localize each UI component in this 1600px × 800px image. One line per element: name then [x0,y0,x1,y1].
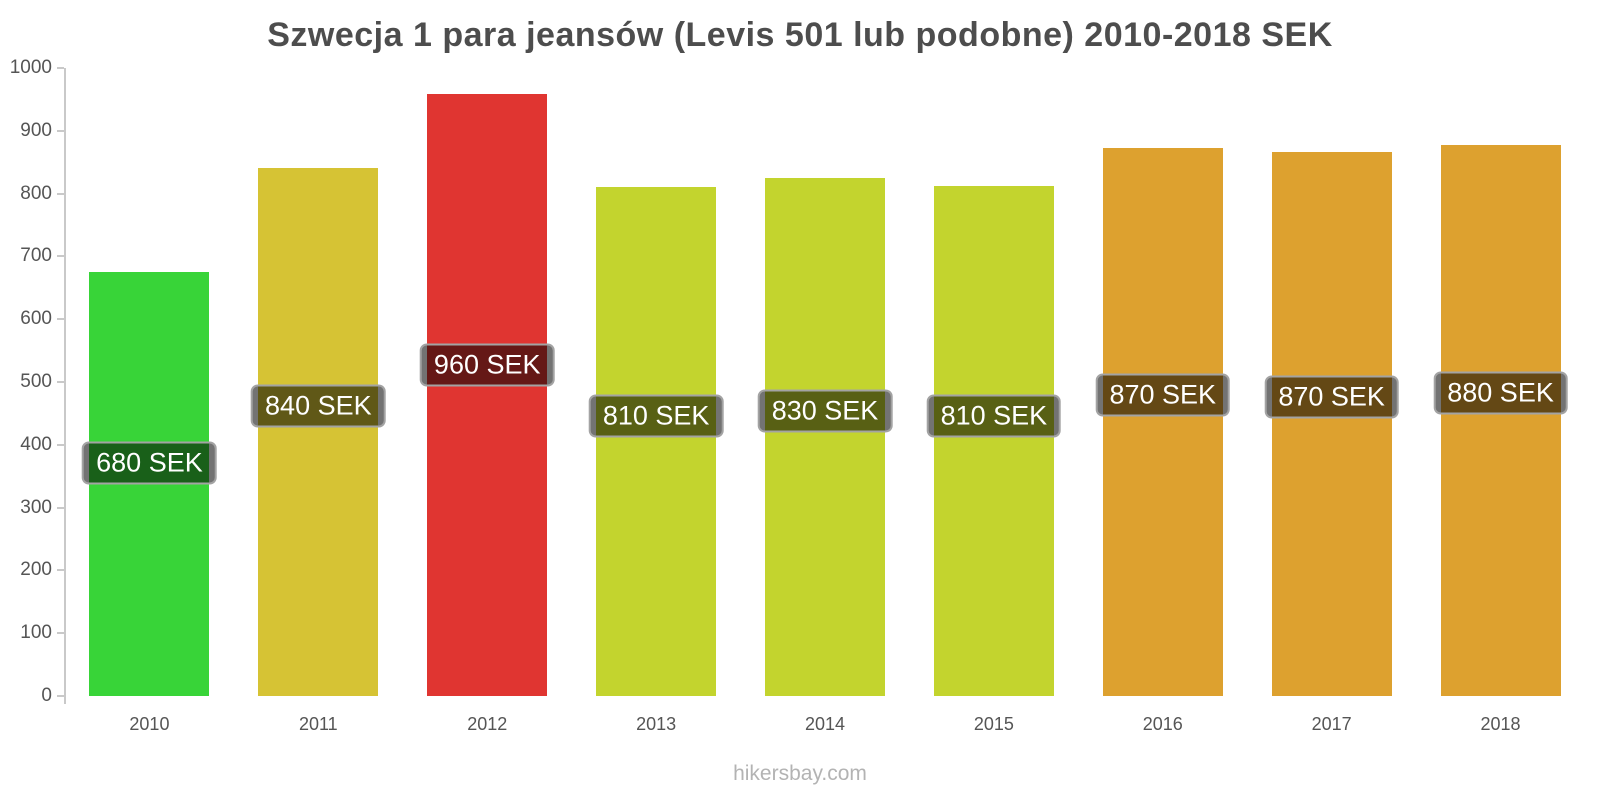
y-axis-tick [57,443,64,446]
y-axis-tick [57,192,64,195]
y-axis-tick [57,695,64,697]
bar-value-label: 880 SEK [1433,371,1568,415]
bar-2012 [427,94,548,696]
bar-2018 [1440,145,1561,696]
bar-2014 [765,177,885,696]
y-axis-tick-label: 700 [20,245,52,267]
x-axis-label: 2010 [129,714,170,734]
bar-2015 [933,186,1054,696]
y-axis-tick [57,506,64,509]
x-axis-label: 2018 [1480,714,1521,734]
y-axis-tick [57,632,64,635]
x-axis-label: 2012 [467,714,508,734]
bar-value-label: 810 SEK [926,394,1062,438]
y-axis-tick [57,67,64,69]
y-axis-tick [57,318,64,321]
chart-title: Szwecja 1 para jeansów (Levis 501 lub po… [267,16,1333,54]
bar-value-label: 840 SEK [251,384,386,428]
x-axis-label: 2011 [298,714,338,734]
bar-value-label: 960 SEK [419,343,555,387]
y-axis-tick-label: 200 [20,559,52,581]
y-axis-tick-label: 300 [20,496,52,518]
y-axis-tick [57,381,64,383]
x-axis-label: 2014 [804,714,846,734]
y-axis-tick-label: 100 [20,622,52,644]
bar-value-label: 810 SEK [588,394,724,438]
x-axis-label: 2017 [1311,714,1352,734]
x-axis-label: 2015 [973,714,1014,734]
y-axis-line [64,68,66,704]
y-axis-tick-label: 600 [20,308,52,330]
y-axis-tick-label: 0 [41,685,52,706]
x-axis-label: 2016 [1142,714,1183,734]
y-axis-tick [57,569,64,572]
bar-2013 [596,187,717,696]
bar-2016 [1102,148,1223,696]
bar-value-label: 680 SEK [82,441,217,485]
y-axis-tick-label: 400 [20,433,52,455]
y-axis-tick [57,255,64,258]
y-axis-tick-label: 500 [20,371,52,392]
y-axis-tick [57,129,64,132]
footer-watermark: hikersbay.com [733,762,867,785]
bar-value-label: 830 SEK [757,389,893,433]
y-axis-tick-label: 800 [20,182,52,204]
bar-value-label: 870 SEK [1095,373,1231,417]
y-axis-tick-label: 900 [20,119,52,141]
bar-value-label: 870 SEK [1264,375,1399,419]
bar-2017 [1271,151,1392,696]
y-axis-tick-label: 1000 [9,57,52,78]
x-axis-label: 2013 [636,714,677,734]
bar-2011 [258,168,379,696]
